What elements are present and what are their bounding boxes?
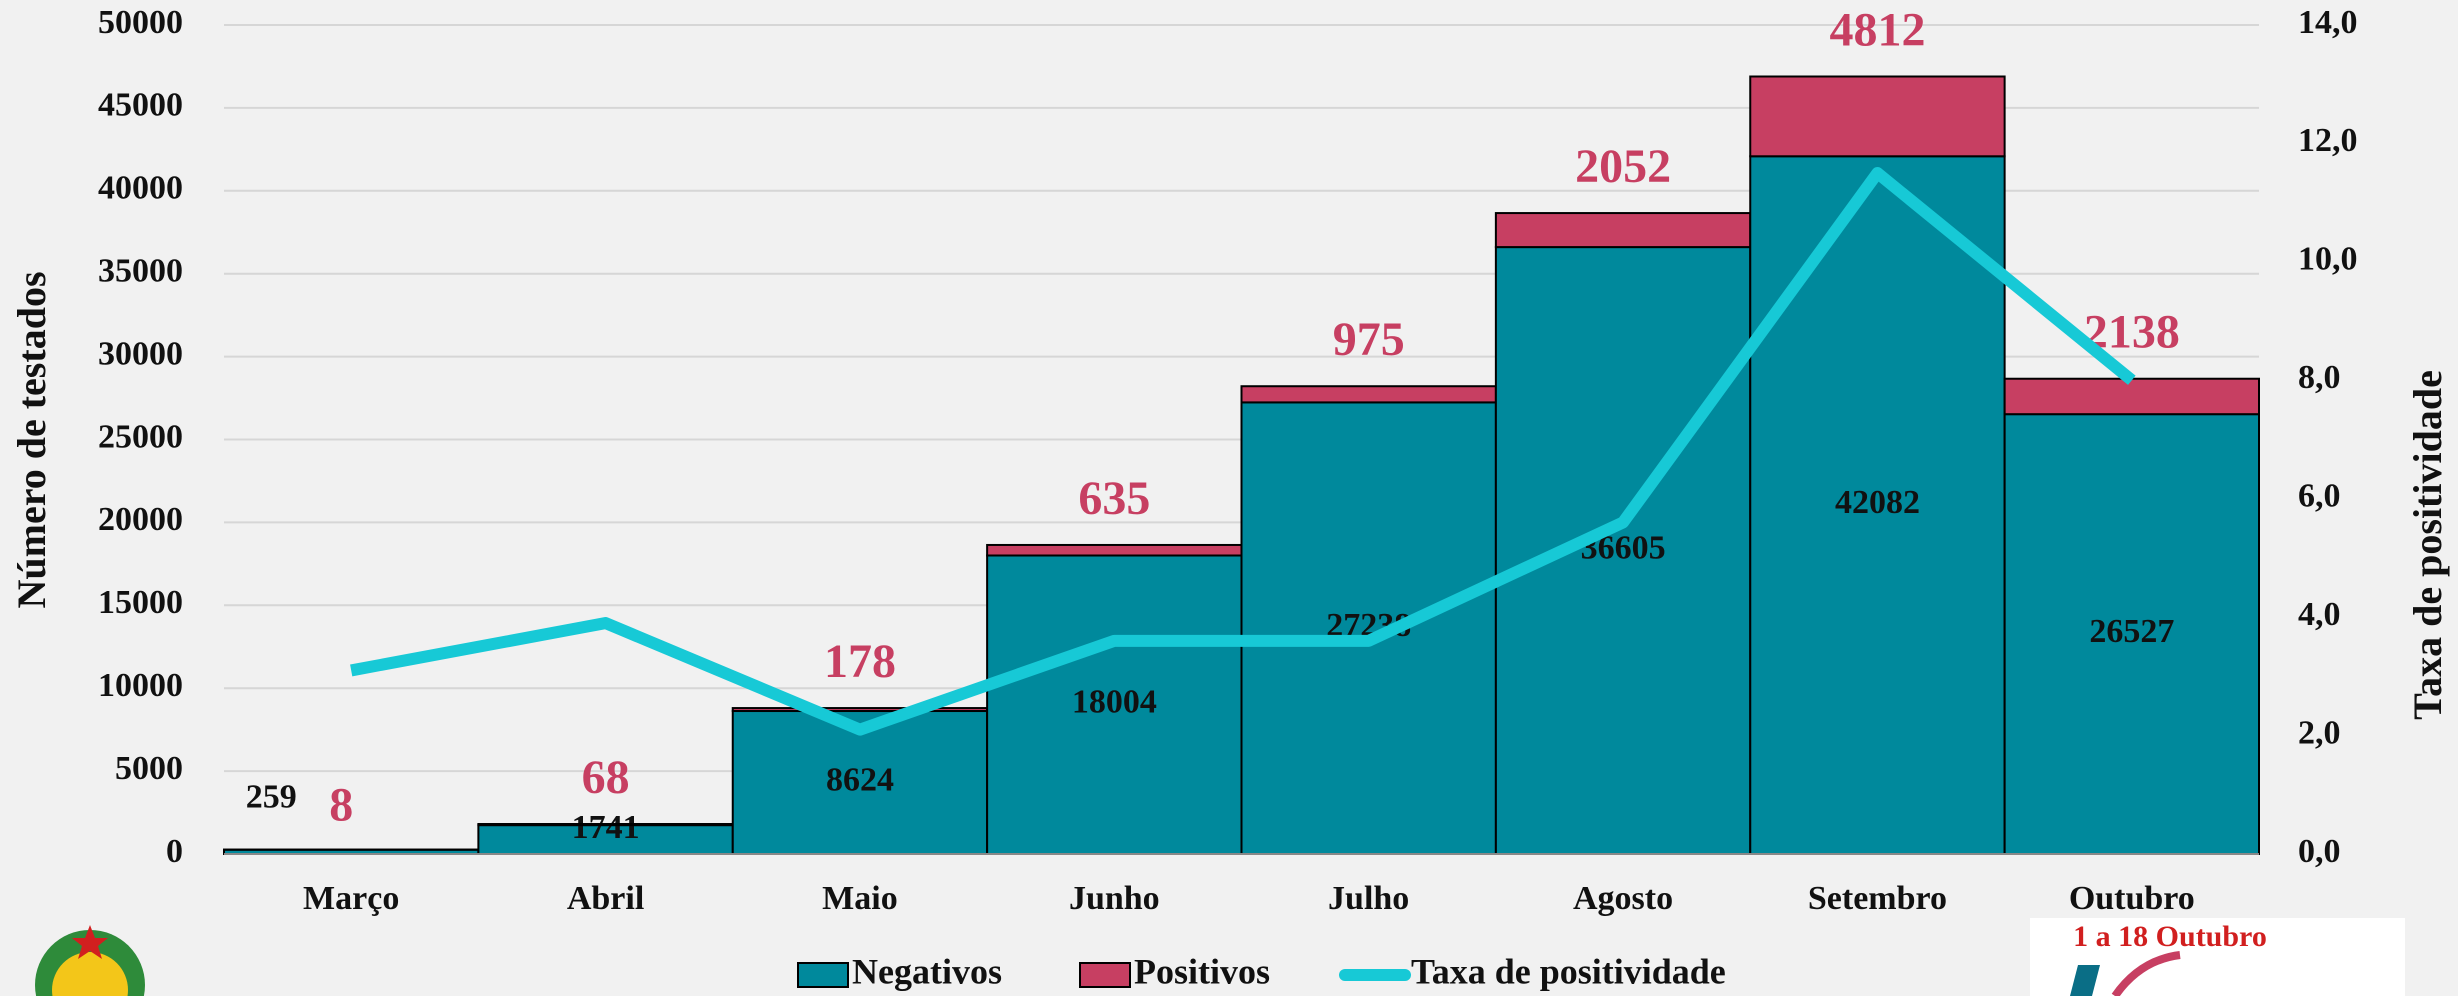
x-tick-label: Maio	[822, 880, 898, 917]
y-tick-label: 30000	[98, 335, 183, 372]
x-tick-label: Abril	[567, 880, 644, 917]
y2-axis-title: Taxa de positividade	[2405, 370, 2450, 720]
data-label: 8624	[826, 761, 894, 798]
y2-tick-label: 0,0	[2298, 833, 2341, 870]
x-tick-label: Julho	[1328, 880, 1409, 917]
y-tick-label: 45000	[98, 87, 183, 124]
y-tick-label: 40000	[98, 170, 183, 207]
y2-tick-label: 10,0	[2298, 241, 2358, 278]
bar-segment	[731, 707, 989, 713]
y-tick-label: 15000	[98, 584, 183, 621]
line	[350, 167, 2136, 736]
y2-tick-label: 8,0	[2298, 359, 2341, 396]
y-tick-label: 50000	[98, 4, 183, 41]
y2-tick-label: 2,0	[2298, 714, 2341, 751]
data-label: 8	[329, 779, 353, 832]
bar-segment	[1749, 155, 2006, 855]
logo-left	[35, 925, 145, 996]
legend-swatch	[1079, 962, 1131, 988]
y-tick-label: 0	[166, 833, 183, 870]
bar-segment	[2003, 413, 2260, 855]
data-label: 42082	[1835, 484, 1920, 521]
data-label: 26527	[2089, 613, 2174, 650]
x-tick-label: Agosto	[1573, 880, 1673, 917]
y-tick-label: 5000	[115, 750, 183, 787]
bar-segment	[1240, 385, 1497, 404]
data-label: 635	[1078, 472, 1150, 525]
y2-tick-label: 6,0	[2298, 478, 2341, 515]
y-tick-label: 10000	[98, 667, 183, 704]
bar-segment	[1494, 246, 1752, 855]
legend-label: Taxa de positividade	[1411, 951, 1726, 991]
x-tick-label: Março	[303, 880, 399, 917]
data-label: 178	[824, 635, 896, 688]
annotation: 1 a 18 Outubro	[2073, 920, 2267, 953]
y2-tick-label: 12,0	[2298, 122, 2358, 159]
y2-tick-label: 14,0	[2298, 4, 2358, 41]
legend-label: Negativos	[852, 951, 1002, 991]
bar-segment	[1494, 212, 1752, 249]
data-label: 18004	[1072, 684, 1157, 721]
data-label: 4812	[1829, 4, 1925, 57]
bar-segment	[477, 823, 734, 827]
legend-swatch	[797, 962, 849, 988]
y-axis-title: Número de testados	[9, 271, 54, 608]
x-tick-label: Setembro	[1808, 880, 1947, 917]
y-tick-label: 35000	[98, 252, 183, 289]
y-tick-label: 25000	[98, 418, 183, 455]
x-tick-label: Junho	[1069, 880, 1160, 917]
bar-segment	[986, 543, 1243, 557]
data-label: 259	[246, 779, 297, 816]
logo-right	[2070, 951, 2181, 996]
bar-segment	[1749, 75, 2006, 158]
bar-segment	[2003, 377, 2260, 416]
bar-segment	[1240, 401, 1497, 855]
y-tick-label: 20000	[98, 501, 183, 538]
data-label: 2052	[1575, 140, 1671, 193]
legend-label: Positivos	[1134, 951, 1270, 991]
y2-tick-label: 4,0	[2298, 596, 2341, 633]
x-tick-label: Outubro	[2069, 880, 2195, 917]
data-label: 975	[1333, 313, 1405, 366]
data-label: 1741	[572, 809, 640, 846]
data-label: 68	[582, 751, 630, 804]
